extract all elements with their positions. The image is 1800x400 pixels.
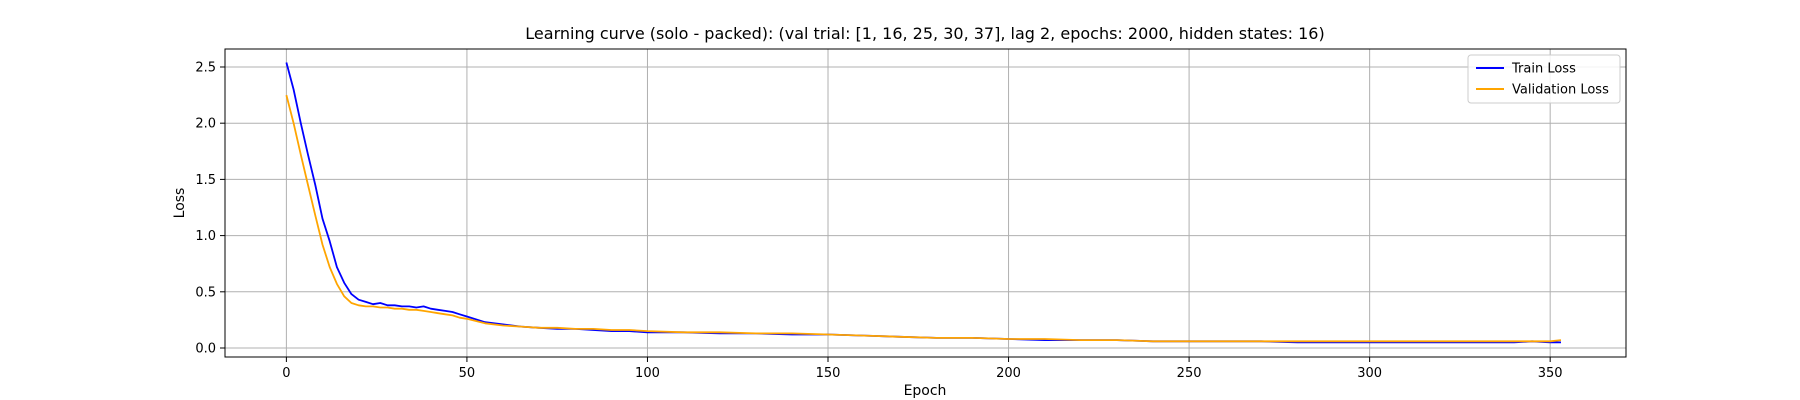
y-tick-label: 1.0 <box>195 229 216 244</box>
y-axis-label: Loss <box>172 188 188 219</box>
x-axis: 0 50 100 150 200 250 300 350 <box>282 357 1563 381</box>
y-tick-label: 1.5 <box>195 173 216 188</box>
y-tick-label: 0.5 <box>195 285 216 300</box>
series-lines <box>285 62 1562 344</box>
chart-title: Learning curve (solo - packed): (val tri… <box>525 24 1324 43</box>
legend: Train Loss Validation Loss <box>1467 54 1621 104</box>
x-tick-label: 350 <box>1538 366 1563 381</box>
x-tick-label: 50 <box>459 366 476 381</box>
legend-label: Validation Loss <box>1512 83 1609 98</box>
x-tick-label: 100 <box>635 366 660 381</box>
x-tick-label: 200 <box>996 366 1021 381</box>
x-tick-label: 250 <box>1177 366 1202 381</box>
x-tick-label: 300 <box>1357 366 1382 381</box>
y-tick-label: 2.0 <box>195 117 216 132</box>
y-tick-label: 2.5 <box>195 60 216 75</box>
x-axis-label: Epoch <box>904 383 947 399</box>
x-tick-label: 0 <box>282 366 290 381</box>
legend-box <box>1467 54 1621 104</box>
legend-label: Train Loss <box>1511 62 1576 77</box>
y-tick-label: 0.0 <box>195 342 216 357</box>
plot-frame <box>224 48 1627 358</box>
series-line-validation-loss <box>285 94 1562 343</box>
y-axis: 0.0 0.5 1.0 1.5 2.0 2.5 <box>195 60 225 357</box>
x-tick-label: 150 <box>816 366 841 381</box>
